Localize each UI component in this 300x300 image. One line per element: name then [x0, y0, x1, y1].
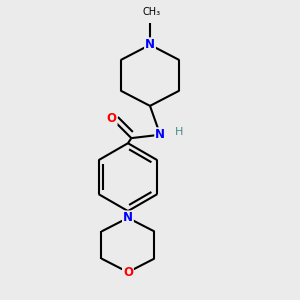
Text: CH₃: CH₃: [142, 7, 161, 16]
Text: O: O: [123, 266, 133, 279]
Text: N: N: [155, 128, 165, 141]
Text: N: N: [123, 212, 133, 224]
Text: N: N: [145, 38, 155, 51]
Text: O: O: [107, 112, 117, 125]
Text: H: H: [174, 127, 183, 137]
